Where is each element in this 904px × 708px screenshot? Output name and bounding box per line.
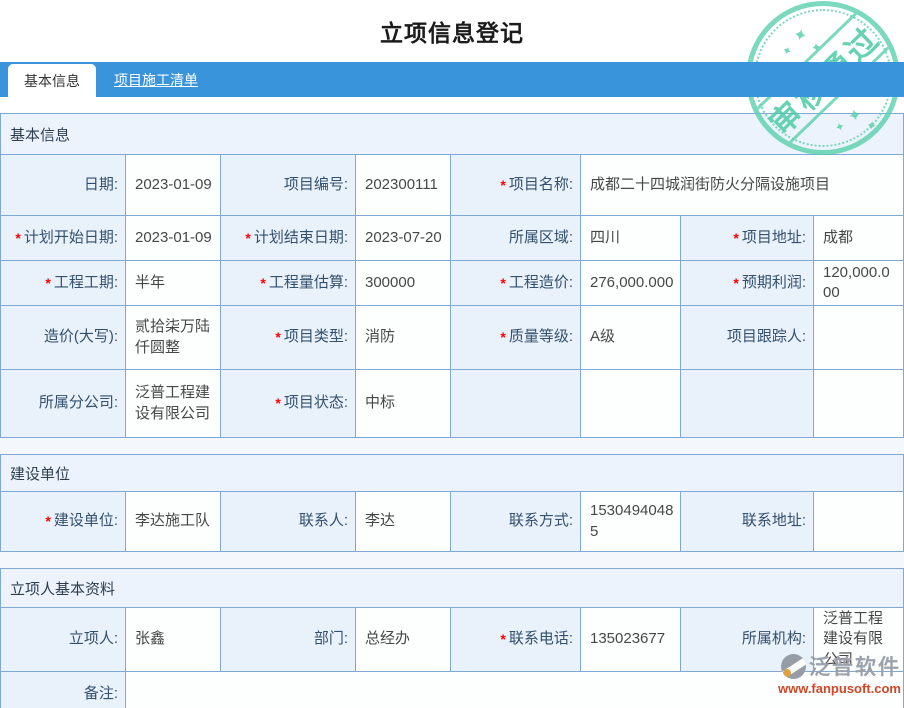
project-number-value: 202300111 xyxy=(356,155,451,216)
date-value: 2023-01-09 xyxy=(126,155,221,216)
plan-start-date-label: * 计划开始日期: xyxy=(1,216,126,261)
project-cost-value: 276,000.000 xyxy=(581,261,681,306)
contact-method-value: 15304940485 xyxy=(581,492,681,552)
construction-unit-label: * 建设单位: xyxy=(1,492,126,552)
department-value: 总经办 xyxy=(356,608,451,672)
project-status-label: * 项目状态: xyxy=(221,370,356,438)
page-title: 立项信息登记 xyxy=(380,20,524,46)
required-mark: * xyxy=(245,229,251,246)
empty-value xyxy=(814,370,904,438)
project-cost-label: * 工程造价: xyxy=(451,261,581,306)
required-mark: * xyxy=(45,274,51,291)
cost-in-words-value: 贰拾柒万陆仟圆整 xyxy=(126,306,221,370)
spacer xyxy=(0,97,904,113)
project-type-label: * 项目类型: xyxy=(221,306,356,370)
contact-person-value: 李达 xyxy=(356,492,451,552)
table-row: * 计划开始日期: 2023-01-09 * 计划结束日期: 2023-07-20 … xyxy=(1,216,904,261)
empty-label xyxy=(681,370,814,438)
expected-profit-label: * 预期利润: xyxy=(681,261,814,306)
table-row: 备注: xyxy=(1,672,904,708)
region-value: 四川 xyxy=(581,216,681,261)
department-label: 部门: xyxy=(221,608,356,672)
required-mark: * xyxy=(733,274,739,291)
required-mark: * xyxy=(275,395,281,412)
required-mark: * xyxy=(45,513,51,530)
project-status-value: 中标 xyxy=(356,370,451,438)
contact-phone-label: * 联系电话: xyxy=(451,608,581,672)
spacer xyxy=(0,552,904,568)
construction-unit-value: 李达施工队 xyxy=(126,492,221,552)
table-row: 日期: 2023-01-09 项目编号: 202300111 * 项目名称: 成都… xyxy=(1,155,904,216)
section-header-applicant-info: 立项人基本资料 xyxy=(1,569,904,608)
section-basic-info: 基本信息 日期: 2023-01-09 项目编号: 202300111 * 项目名… xyxy=(0,113,904,438)
required-mark: * xyxy=(260,274,266,291)
cost-in-words-label: 造价(大写): xyxy=(1,306,126,370)
project-tracker-value xyxy=(814,306,904,370)
quality-grade-value: A级 xyxy=(581,306,681,370)
section-header-construction-unit: 建设单位 xyxy=(1,455,904,492)
region-label: 所属区域: xyxy=(451,216,581,261)
required-mark: * xyxy=(275,329,281,346)
table-row: 立项人: 张鑫 部门: 总经办 * 联系电话: 135023677 所属机构: 泛… xyxy=(1,608,904,672)
contact-phone-value: 135023677 xyxy=(581,608,681,672)
table-row: * 工程工期: 半年 * 工程量估算: 300000 * 工程造价: 276,000.… xyxy=(1,261,904,306)
project-number-label: 项目编号: xyxy=(221,155,356,216)
applicant-value: 张鑫 xyxy=(126,608,221,672)
contact-address-label: 联系地址: xyxy=(681,492,814,552)
required-mark: * xyxy=(15,229,21,246)
remarks-label: 备注: xyxy=(1,672,126,708)
branch-company-label: 所属分公司: xyxy=(1,370,126,438)
organization-value: 泛普工程建设有限公司 xyxy=(814,608,904,672)
empty-label xyxy=(451,370,581,438)
empty-value xyxy=(581,370,681,438)
required-mark: * xyxy=(733,229,739,246)
contact-address-value xyxy=(814,492,904,552)
table-row: 造价(大写): 贰拾柒万陆仟圆整 * 项目类型: 消防 * 质量等级: A级 项目跟… xyxy=(1,306,904,370)
plan-end-date-value: 2023-07-20 xyxy=(356,216,451,261)
expected-profit-value: 120,000.000 xyxy=(814,261,904,306)
section-header-basic-info: 基本信息 xyxy=(1,114,904,155)
contact-person-label: 联系人: xyxy=(221,492,356,552)
required-mark: * xyxy=(500,631,506,648)
plan-end-date-label: * 计划结束日期: xyxy=(221,216,356,261)
spacer xyxy=(0,438,904,454)
remarks-value xyxy=(126,672,904,708)
plan-start-date-value: 2023-01-09 xyxy=(126,216,221,261)
project-tracker-label: 项目跟踪人: xyxy=(681,306,814,370)
required-mark: * xyxy=(500,176,506,193)
quality-grade-label: * 质量等级: xyxy=(451,306,581,370)
contact-method-label: 联系方式: xyxy=(451,492,581,552)
tab-bar: 基本信息 项目施工清单 xyxy=(0,62,904,97)
quantity-estimate-label: * 工程量估算: xyxy=(221,261,356,306)
organization-label: 所属机构: xyxy=(681,608,814,672)
project-address-value: 成都 xyxy=(814,216,904,261)
duration-label: * 工程工期: xyxy=(1,261,126,306)
applicant-label: 立项人: xyxy=(1,608,126,672)
form-content: 基本信息 日期: 2023-01-09 项目编号: 202300111 * 项目名… xyxy=(0,97,904,708)
required-mark: * xyxy=(500,274,506,291)
date-label: 日期: xyxy=(1,155,126,216)
branch-company-value: 泛普工程建设有限公司 xyxy=(126,370,221,438)
table-row: * 建设单位: 李达施工队 联系人: 李达 联系方式: 15304940485 联… xyxy=(1,492,904,552)
table-row: 所属分公司: 泛普工程建设有限公司 * 项目状态: 中标 xyxy=(1,370,904,438)
project-address-label: * 项目地址: xyxy=(681,216,814,261)
section-construction-unit: 建设单位 * 建设单位: 李达施工队 联系人: 李达 联系方式: 15304940… xyxy=(0,454,904,552)
tab-basic-info[interactable]: 基本信息 xyxy=(8,64,96,97)
quantity-estimate-value: 300000 xyxy=(356,261,451,306)
project-name-value: 成都二十四城润街防火分隔设施项目 xyxy=(581,155,904,216)
section-applicant-info: 立项人基本资料 立项人: 张鑫 部门: 总经办 * 联系电话: 135023677… xyxy=(0,568,904,708)
required-mark: * xyxy=(500,329,506,346)
tab-construction-list[interactable]: 项目施工清单 xyxy=(114,71,198,88)
duration-value: 半年 xyxy=(126,261,221,306)
title-bar: 立项信息登记 xyxy=(0,0,904,62)
project-name-label: * 项目名称: xyxy=(451,155,581,216)
project-type-value: 消防 xyxy=(356,306,451,370)
